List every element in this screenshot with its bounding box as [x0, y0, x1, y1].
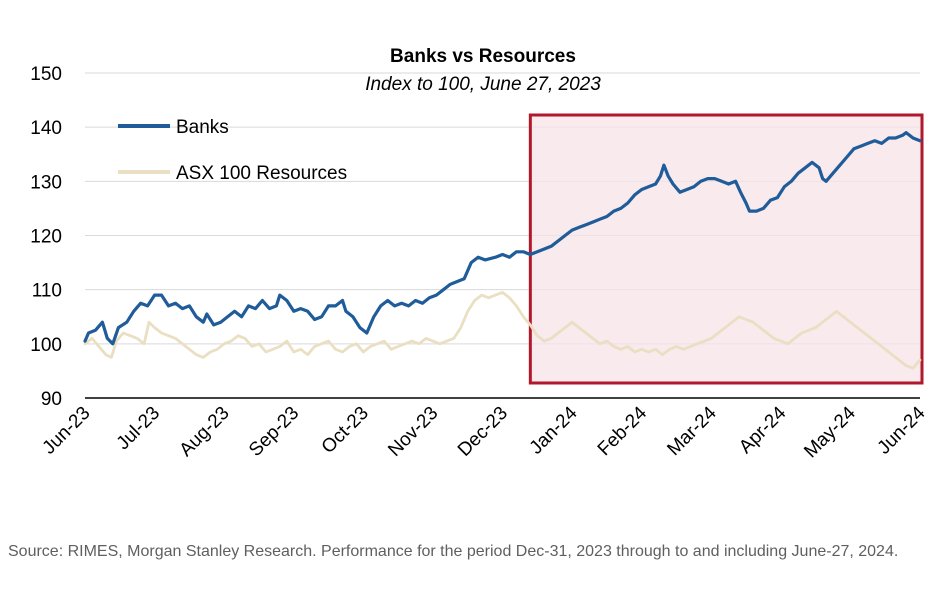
y-tick-150: 150: [30, 64, 62, 85]
legend: Banks ASX 100 Resources: [118, 117, 347, 184]
x-tick-apr-24: Apr-24: [735, 402, 790, 457]
chart-subtitle: Index to 100, June 27, 2023: [365, 74, 601, 95]
chart: 90 100 110 120 130 140 150 Jun-23 Jul-23 Aug-23 S…: [30, 46, 930, 462]
y-tick-labels: 90 100 110 120 130 140 150: [30, 64, 62, 410]
legend-label-banks: Banks: [176, 117, 229, 138]
series-line-resources: [83, 291, 922, 370]
x-tick-dec-23: Dec-23: [454, 403, 512, 461]
x-tick-feb-24: Feb-24: [594, 402, 652, 460]
y-tick-100: 100: [30, 335, 62, 356]
x-tick-labels: Jun-23 Jul-23 Aug-23 Sep-23 Oct-23 Nov-23 Dec-…: [39, 402, 930, 462]
source-note: Source: RIMES, Morgan Stanley Research. …: [8, 543, 899, 560]
x-tick-oct-23: Oct-23: [318, 403, 373, 458]
y-tick-130: 130: [30, 172, 62, 193]
x-tick-may-24: May-24: [800, 402, 860, 462]
x-tick-jan-24: Jan-24: [526, 402, 582, 458]
series-lines: [83, 131, 922, 370]
y-tick-140: 140: [30, 118, 62, 139]
series-line-banks: [83, 131, 922, 346]
x-tick-jul-23: Jul-23: [113, 403, 164, 454]
x-tick-mar-24: Mar-24: [663, 402, 721, 460]
y-tick-90: 90: [41, 389, 62, 410]
chart-title: Banks vs Resources: [390, 46, 576, 67]
x-tick-sep-23: Sep-23: [245, 403, 303, 461]
x-tick-nov-23: Nov-23: [384, 403, 442, 461]
highlight-region: [528, 113, 924, 385]
y-tick-110: 110: [32, 281, 62, 302]
x-tick-jun-24: Jun-24: [874, 402, 930, 458]
x-tick-jun-23: Jun-23: [39, 403, 95, 459]
y-tick-120: 120: [30, 227, 62, 248]
x-tick-aug-23: Aug-23: [176, 403, 234, 461]
legend-label-resources: ASX 100 Resources: [176, 163, 347, 184]
